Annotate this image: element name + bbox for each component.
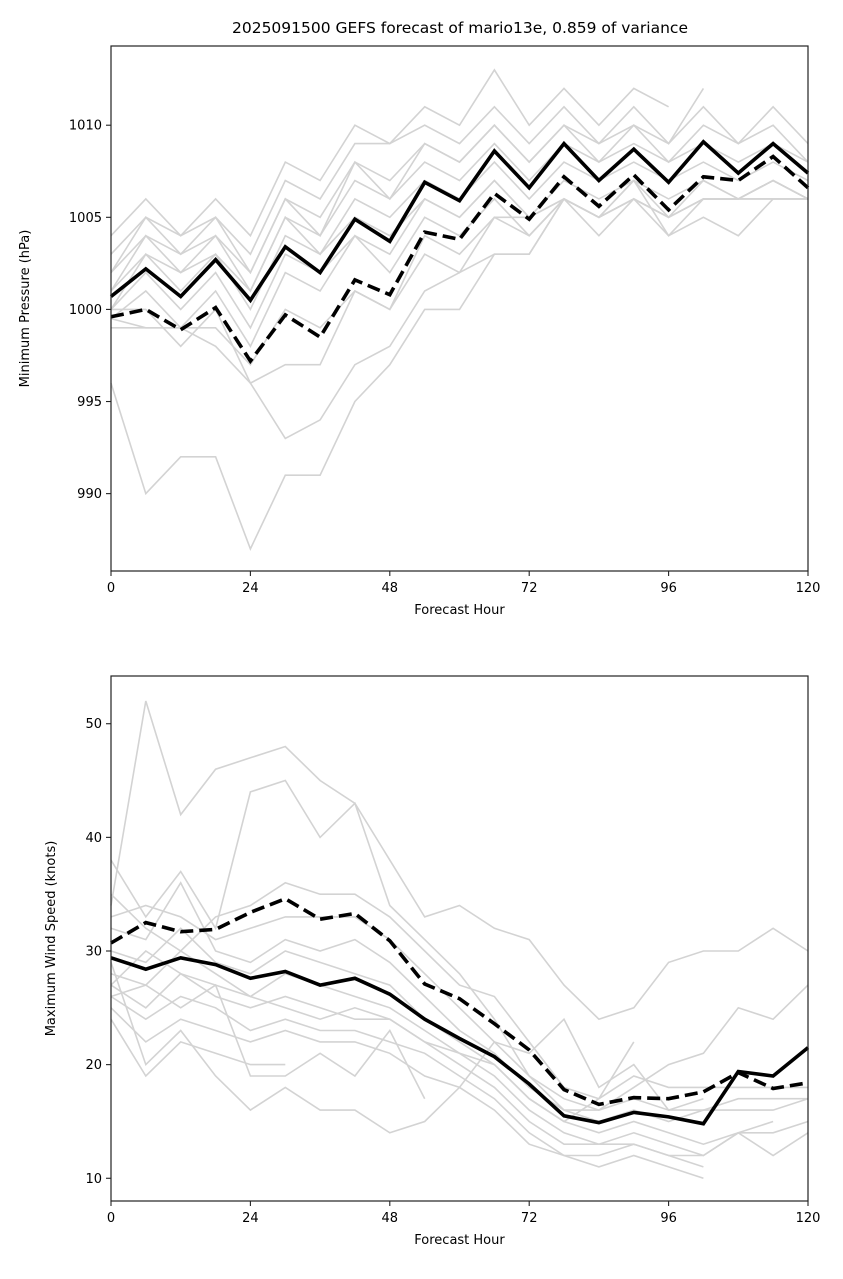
wind-x-tick-label: 120: [796, 1211, 821, 1226]
pressure-y-axis-label: Minimum Pressure (hPa): [18, 230, 33, 388]
pressure-x-axis-label: Forecast Hour: [414, 603, 505, 618]
wind-y-axis-label: Maximum Wind Speed (knots): [44, 841, 59, 1037]
pressure-y-tick-label: 1000: [69, 303, 102, 318]
pressure-y-tick-label: 990: [77, 487, 102, 502]
wind-member-05-line: [110, 881, 809, 1123]
wind-member-12-line: [110, 962, 704, 1134]
pressure-member-04-line: [110, 124, 809, 275]
pressure-y-tick-label: 1010: [69, 119, 102, 134]
wind-member-03-line: [110, 881, 808, 1100]
wind-highlight-lines: [110, 896, 810, 1126]
pressure-member-13-line: [110, 179, 809, 551]
pressure-x-tick-label: 24: [242, 581, 259, 596]
wind-member-02-line: [110, 779, 809, 1111]
wind-panel: 0 24 48 72 96 120 10 20 30 40 50 Forecast Hour Ma…: [44, 675, 821, 1248]
wind-member-14-line: [110, 949, 635, 1123]
wind-ensemble-members: [110, 700, 809, 1180]
pressure-axes-frame: [110, 45, 809, 572]
wind-y-tick-label: 20: [85, 1058, 102, 1073]
wind-member-08-line: [110, 972, 809, 1157]
pressure-y-ticks: 990 995 1000 1005 1010: [69, 119, 111, 502]
pressure-member-09-line: [110, 197, 808, 348]
figure-title: 2025091500 GEFS forecast of mario13e, 0.…: [232, 19, 688, 37]
pressure-member-05-line: [110, 142, 809, 293]
wind-x-axis-label: Forecast Hour: [414, 1233, 505, 1248]
wind-x-ticks: 0 24 48 72 96 120: [107, 1201, 821, 1226]
wind-x-tick-label: 24: [242, 1211, 259, 1226]
wind-y-tick-label: 50: [85, 717, 102, 732]
pressure-highlight-lines: [109, 139, 810, 365]
wind-x-tick-label: 96: [660, 1211, 677, 1226]
wind-dashed-black-line: [110, 896, 809, 1107]
wind-member-09-line: [110, 995, 704, 1168]
wind-x-tick-label: 0: [107, 1211, 115, 1226]
pressure-x-tick-label: 0: [107, 581, 115, 596]
pressure-solid-black-line: [109, 139, 810, 304]
pressure-member-03-line: [110, 105, 809, 275]
pressure-panel: 0 24 48 72 96 120 990 995 1000 1005 1010 Forecast…: [18, 45, 821, 618]
wind-y-tick-label: 40: [85, 831, 102, 846]
wind-x-tick-label: 72: [521, 1211, 538, 1226]
wind-member-10-line: [110, 1007, 704, 1180]
wind-member-01-line: [110, 700, 809, 1021]
wind-y-tick-label: 10: [85, 1172, 102, 1187]
pressure-x-tick-label: 48: [382, 581, 399, 596]
wind-member-13-line: [110, 983, 426, 1100]
pressure-member-02-line: [110, 87, 705, 256]
wind-solid-black-line: [110, 955, 810, 1126]
wind-member-04-line: [110, 904, 808, 1111]
wind-y-ticks: 10 20 30 40 50: [85, 717, 111, 1187]
pressure-y-tick-label: 1005: [69, 211, 102, 226]
wind-member-11-line: [110, 1018, 286, 1078]
pressure-member-11-line: [111, 179, 808, 385]
wind-x-tick-label: 48: [382, 1211, 399, 1226]
pressure-x-tick-label: 72: [521, 581, 538, 596]
pressure-x-tick-label: 96: [660, 581, 677, 596]
pressure-y-tick-label: 995: [77, 395, 102, 410]
wind-y-tick-label: 30: [85, 945, 102, 960]
pressure-x-tick-label: 120: [796, 581, 821, 596]
pressure-x-ticks: 0 24 48 72 96 120: [107, 571, 821, 596]
pressure-dashed-black-line: [110, 154, 810, 365]
wind-axes-frame: [110, 675, 809, 1202]
